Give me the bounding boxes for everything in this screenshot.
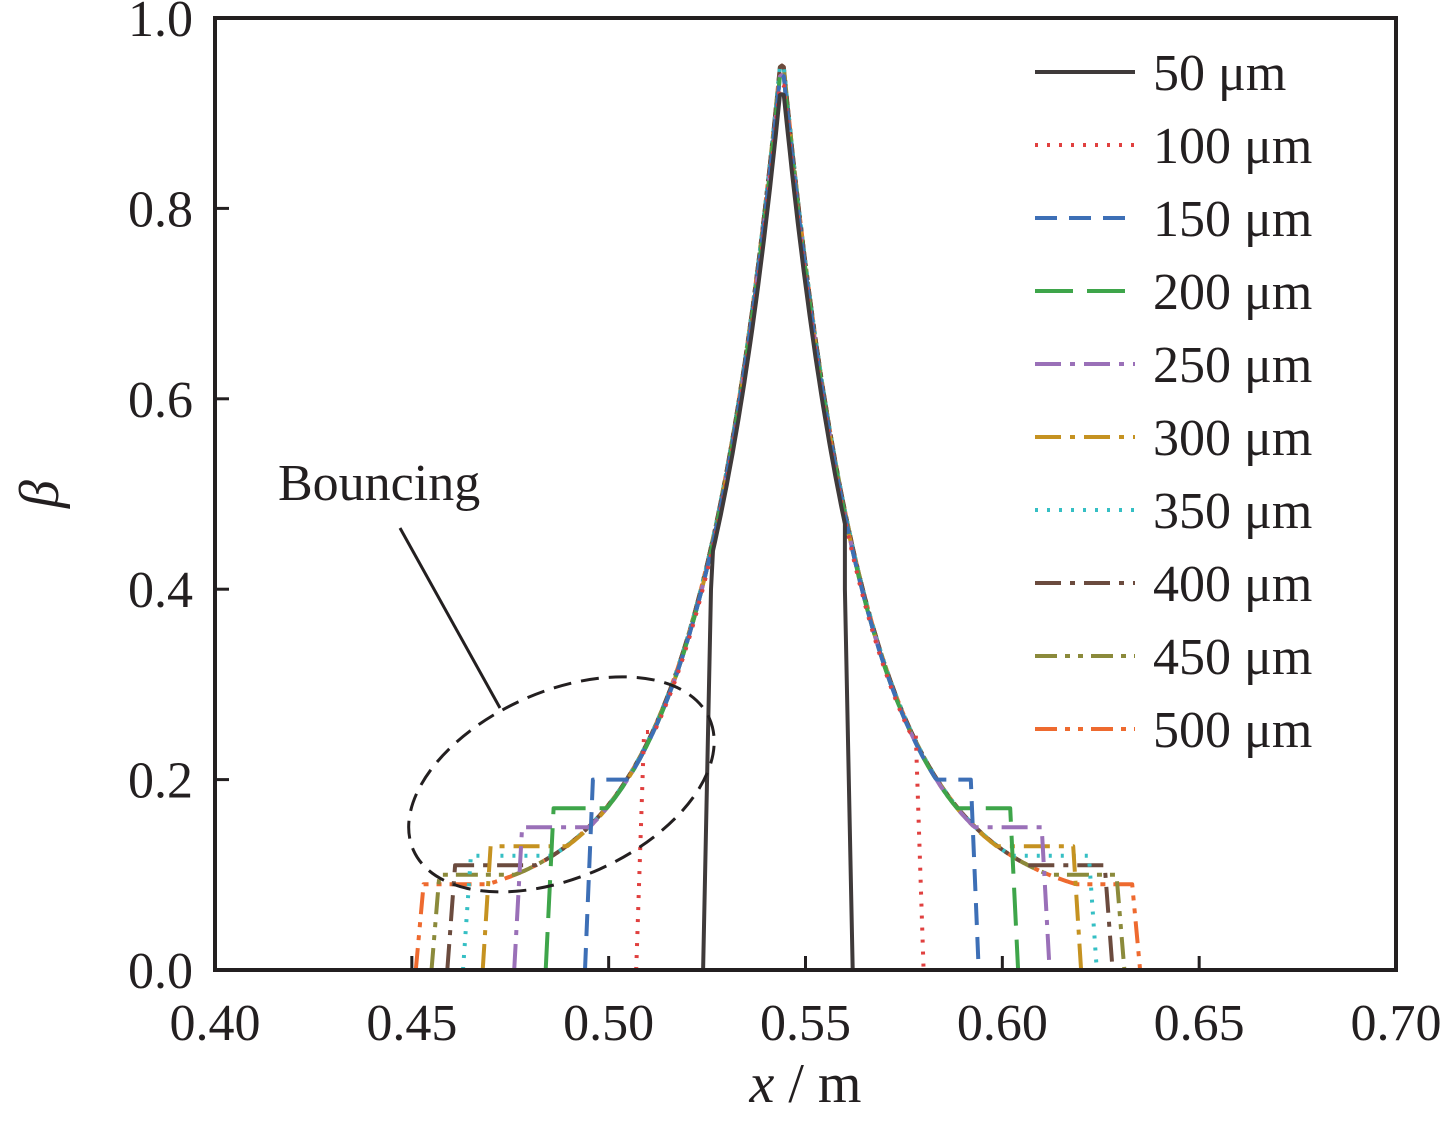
series-line-150um <box>583 73 981 971</box>
legend-label: 100 μm <box>1153 118 1312 175</box>
bouncing-annotation: Bouncing <box>278 455 716 894</box>
series-line-300um <box>480 73 1084 971</box>
x-tick-label: 0.60 <box>957 995 1048 1052</box>
y-tick-label: 0.0 <box>128 943 193 1000</box>
y-ticks: 0.0 0.2 0.4 0.6 0.8 1.0 <box>128 0 229 1000</box>
legend: 50 μm 100 μm 150 μm 200 μm 250 μm 300 μm 350 μ… <box>1035 45 1312 759</box>
legend-label: 350 μm <box>1153 483 1312 540</box>
legend-label: 400 μm <box>1153 556 1312 613</box>
series-lines <box>413 63 1143 971</box>
x-tick-label: 0.45 <box>366 995 457 1052</box>
series-line-250um <box>512 73 1052 971</box>
legend-label: 200 μm <box>1153 264 1312 321</box>
x-ticks: 0.40 0.45 0.50 0.55 0.60 0.65 0.70 <box>170 956 1442 1052</box>
bouncing-ellipse <box>407 675 716 894</box>
x-tick-label: 0.40 <box>170 995 261 1052</box>
x-tick-label: 0.65 <box>1154 995 1245 1052</box>
y-tick-label: 0.8 <box>128 181 193 238</box>
series-line-350um <box>461 63 1099 971</box>
y-axis-label: β <box>9 480 71 509</box>
legend-label: 50 μm <box>1153 45 1286 102</box>
y-tick-label: 1.0 <box>128 0 193 48</box>
x-axis-variable: x <box>749 1053 775 1115</box>
y-tick-label: 0.4 <box>128 562 193 619</box>
series-line-50um <box>701 92 855 971</box>
series-line-400um <box>445 63 1115 971</box>
y-tick-label: 0.6 <box>128 372 193 429</box>
legend-label: 450 μm <box>1153 629 1312 686</box>
x-tick-label: 0.55 <box>760 995 851 1052</box>
legend-label: 250 μm <box>1153 337 1312 394</box>
x-tick-label: 0.70 <box>1351 995 1442 1052</box>
bouncing-label: Bouncing <box>278 455 480 512</box>
y-tick-label: 0.2 <box>128 753 193 810</box>
series-line-200um <box>543 73 1021 971</box>
x-axis-label: x / m <box>749 1053 862 1115</box>
bouncing-leader-line <box>398 527 502 709</box>
x-axis-unit: / m <box>774 1053 861 1115</box>
series-line-500um <box>413 63 1143 971</box>
legend-label: 150 μm <box>1153 191 1312 248</box>
series-line-450um <box>429 63 1127 971</box>
legend-label: 500 μm <box>1153 702 1312 759</box>
legend-label: 300 μm <box>1153 410 1312 467</box>
series-line-100um <box>634 82 926 971</box>
x-tick-label: 0.50 <box>563 995 654 1052</box>
